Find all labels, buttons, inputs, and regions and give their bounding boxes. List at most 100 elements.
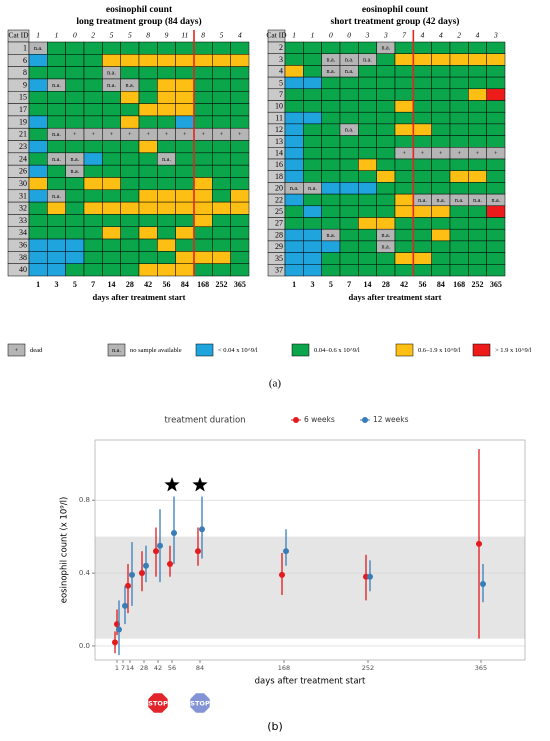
heatmap-cell <box>468 158 487 171</box>
heatmap-cell <box>193 54 213 67</box>
heatmap-cell <box>303 228 322 242</box>
heatmap-cell <box>358 100 377 113</box>
heatmap-cell <box>303 123 322 136</box>
heatmap-cell <box>321 217 341 230</box>
heatmap-cell <box>83 189 103 203</box>
heatmap-cell <box>212 263 231 277</box>
cat-id: 11 <box>275 113 283 122</box>
heatmap-cell <box>120 226 140 240</box>
heatmap-cell <box>321 147 341 160</box>
legend-label: no sample available <box>130 347 182 354</box>
cat-id: 16 <box>275 160 283 169</box>
heatmap-cell <box>28 66 48 80</box>
cat-id: 2 <box>279 43 283 52</box>
heatmap-cell <box>339 264 359 277</box>
heatmap-cell <box>486 252 506 265</box>
heatmap-cell <box>157 140 176 154</box>
heatmap-cell <box>47 214 66 227</box>
heatmap-cell <box>394 41 414 54</box>
cell-symbol: n.a. <box>473 198 482 204</box>
heatmap-cell <box>431 135 451 148</box>
heatmap-cell <box>358 182 377 195</box>
point <box>153 548 159 555</box>
heatmap-cell <box>413 228 432 242</box>
heatmap-cell <box>339 193 359 207</box>
heatmap-cell <box>358 193 377 207</box>
heatmap-cell <box>193 103 213 117</box>
heatmap-cell <box>102 41 121 55</box>
heatmap-cell <box>376 88 396 101</box>
heatmap-cell <box>120 214 140 227</box>
x-tick-label: 84 <box>181 280 189 289</box>
heatmap-cell <box>486 217 506 230</box>
heatmap-cell <box>339 217 359 230</box>
heatmap-cell <box>486 111 506 125</box>
heatmap-cell <box>358 205 377 218</box>
heatmap-cell <box>321 264 341 277</box>
stop-sign <box>189 692 211 714</box>
heatmap-cell <box>157 189 176 203</box>
heatmap-cell <box>284 228 304 242</box>
heatmap-cell <box>468 41 487 54</box>
heatmap-cell <box>394 217 414 230</box>
cat-id: 14 <box>275 148 283 157</box>
x-tick-label: 42 <box>144 280 152 289</box>
heatmap-cell <box>138 214 158 227</box>
cat-id: 27 <box>275 219 283 228</box>
x-tick-label: 42 <box>400 280 408 289</box>
heatmap-cell <box>449 135 469 148</box>
heatmap-cell <box>212 41 231 55</box>
heatmap-cell <box>193 201 213 215</box>
x-tick-label: 14 <box>364 280 372 289</box>
column-count: 5 <box>110 31 114 40</box>
heatmap-cell <box>175 103 195 117</box>
heatmap-cell <box>157 164 176 178</box>
cat-id: 29 <box>275 242 283 251</box>
heatmap-cell <box>120 115 140 129</box>
heatmap-cell <box>431 88 451 101</box>
heatmap-cell <box>284 158 304 171</box>
column-count: 1 <box>292 31 296 40</box>
heatmap-cell <box>212 91 231 104</box>
heatmap-cell <box>157 78 176 92</box>
heatmap-cell <box>120 189 140 203</box>
heatmap-cell <box>468 88 487 101</box>
heatmap-cell <box>339 76 359 90</box>
heatmap-cell <box>413 41 432 54</box>
heatmap-cell <box>431 100 451 113</box>
cell-symbol: + <box>220 132 224 138</box>
x-tick-label: 365 <box>490 280 502 289</box>
cat-id: 4 <box>279 67 283 76</box>
heatmap-cell <box>193 251 213 264</box>
cat-id: 19 <box>19 117 27 126</box>
heatmap-cell <box>157 66 176 80</box>
heatmap-cell <box>120 103 140 117</box>
column-count: 1 <box>55 31 59 40</box>
id-header: Cat ID <box>8 31 29 40</box>
cat-id: 5 <box>279 78 283 87</box>
x-tick-label: 252 <box>362 664 374 672</box>
heatmap-cell <box>230 91 250 104</box>
heatmap-cell <box>449 170 469 183</box>
heatmap-cell <box>413 182 432 195</box>
point <box>171 529 177 536</box>
heatmap-cell <box>28 226 48 240</box>
cell-symbol: n.a. <box>34 46 43 52</box>
heatmap-cell <box>102 177 121 191</box>
x-tick-label: 56 <box>168 664 176 672</box>
x-tick-label: 56 <box>163 280 171 289</box>
heatmap-cell <box>83 214 103 227</box>
heatmap-cell <box>83 103 103 117</box>
heatmap-cell <box>230 78 250 92</box>
heatmap-cell <box>175 54 195 67</box>
column-count: 2 <box>457 31 461 40</box>
heatmap-cell <box>83 226 103 240</box>
heatmap-cell <box>321 123 341 136</box>
column-count: 3 <box>383 31 388 40</box>
heatmap-cell <box>449 252 469 265</box>
heatmap-cell <box>394 88 414 101</box>
x-tick-label: 28 <box>126 280 134 289</box>
heatmap-cell <box>212 226 231 240</box>
heatmap-cell <box>157 201 176 215</box>
cell-symbol: + <box>146 132 150 138</box>
